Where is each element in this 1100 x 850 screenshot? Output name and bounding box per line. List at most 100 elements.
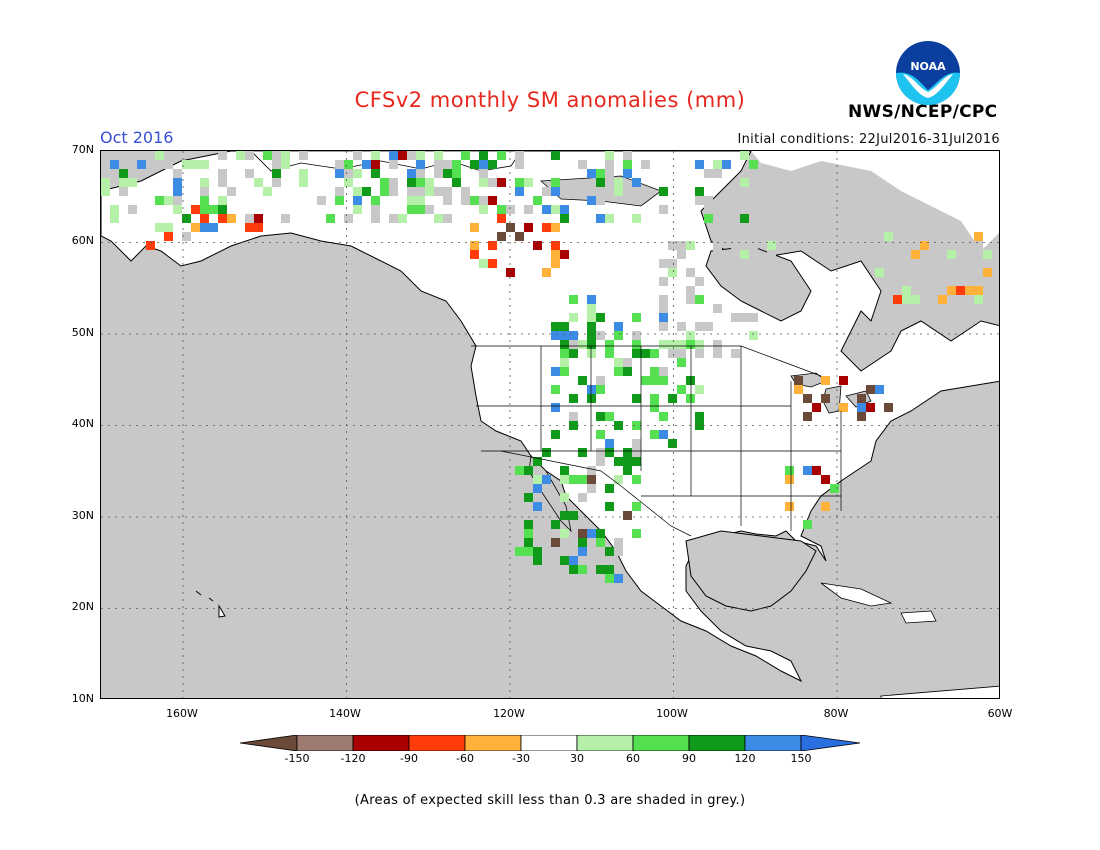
anomaly-cell xyxy=(578,529,587,538)
anomaly-cell xyxy=(695,295,704,304)
anomaly-cell xyxy=(524,178,533,187)
anomaly-cell xyxy=(911,295,920,304)
anomaly-cell xyxy=(686,268,695,277)
anomaly-cell xyxy=(371,151,380,160)
lon-label-160w: 160W xyxy=(166,707,198,720)
anomaly-cell xyxy=(605,340,614,349)
anomaly-cell xyxy=(569,313,578,322)
anomaly-cell xyxy=(596,457,605,466)
colorbar-label: 120 xyxy=(734,752,756,765)
anomaly-cell xyxy=(560,367,569,376)
anomaly-cell xyxy=(749,295,758,304)
graticule xyxy=(101,151,999,698)
anomaly-cell xyxy=(614,322,623,331)
anomaly-cell xyxy=(479,178,488,187)
anomaly-cell xyxy=(101,187,110,196)
anomaly-cell xyxy=(677,250,686,259)
anomaly-cell xyxy=(551,385,560,394)
anomaly-cell xyxy=(749,313,758,322)
anomaly-cell xyxy=(695,196,704,205)
anomaly-cell xyxy=(272,178,281,187)
anomaly-cell xyxy=(569,421,578,430)
anomaly-cell xyxy=(668,439,677,448)
colorbar-swatch xyxy=(632,735,690,751)
anomaly-cell xyxy=(128,151,137,160)
anomaly-cell xyxy=(614,187,623,196)
anomaly-cell xyxy=(101,169,110,178)
anomaly-cell xyxy=(965,268,974,277)
anomaly-cell xyxy=(731,250,740,259)
anomaly-cell xyxy=(560,556,569,565)
anomaly-cell xyxy=(551,403,560,412)
anomaly-cell xyxy=(362,187,371,196)
anomaly-cell xyxy=(974,241,983,250)
anomaly-cell xyxy=(974,268,983,277)
anomaly-cell xyxy=(443,196,452,205)
colorbar xyxy=(240,735,860,751)
anomaly-cell xyxy=(560,340,569,349)
anomaly-cell xyxy=(380,178,389,187)
anomaly-cell xyxy=(371,169,380,178)
anomaly-cell xyxy=(929,241,938,250)
anomaly-cell xyxy=(623,358,632,367)
anomaly-cell xyxy=(686,295,695,304)
anomaly-cell xyxy=(713,160,722,169)
anomaly-cell xyxy=(587,340,596,349)
anomaly-cell xyxy=(911,250,920,259)
anomaly-cell xyxy=(119,178,128,187)
anomaly-cell xyxy=(731,241,740,250)
colorbar-swatch xyxy=(688,735,746,751)
anomaly-cell xyxy=(119,151,128,160)
anomaly-cell xyxy=(560,349,569,358)
anomaly-cell xyxy=(983,268,992,277)
anomaly-cell xyxy=(623,511,632,520)
anomaly-cell xyxy=(281,160,290,169)
anomaly-cell xyxy=(488,241,497,250)
anomaly-cell xyxy=(389,151,398,160)
anomaly-cell xyxy=(281,214,290,223)
anomaly-cell xyxy=(533,502,542,511)
anomaly-cell xyxy=(560,250,569,259)
anomaly-cell xyxy=(650,349,659,358)
anomaly-cell xyxy=(713,250,722,259)
anomaly-cell xyxy=(623,457,632,466)
anomaly-cell xyxy=(713,304,722,313)
anomaly-cell xyxy=(605,151,614,160)
anomaly-cell xyxy=(470,196,479,205)
anomaly-cell xyxy=(947,250,956,259)
anomaly-cell xyxy=(821,502,830,511)
anomaly-cell xyxy=(686,394,695,403)
colorbar-label: 150 xyxy=(790,752,812,765)
anomaly-cell xyxy=(578,565,587,574)
anomaly-cell xyxy=(632,340,641,349)
anomaly-cell xyxy=(353,205,362,214)
anomaly-cell xyxy=(569,556,578,565)
anomaly-cell xyxy=(893,295,902,304)
anomaly-cell xyxy=(380,187,389,196)
anomaly-cell xyxy=(173,169,182,178)
anomaly-cell xyxy=(596,169,605,178)
anomaly-cell xyxy=(605,448,614,457)
anomaly-cell xyxy=(182,160,191,169)
anomaly-cell xyxy=(470,160,479,169)
anomaly-cell xyxy=(398,214,407,223)
colorbar-label: 90 xyxy=(682,752,696,765)
anomaly-cell xyxy=(191,205,200,214)
anomaly-cell xyxy=(551,322,560,331)
anomaly-cell xyxy=(641,349,650,358)
anomaly-cell xyxy=(227,187,236,196)
anomaly-cell xyxy=(164,232,173,241)
anomaly-cell xyxy=(173,187,182,196)
colorbar-swatch xyxy=(352,735,410,751)
anomaly-cell xyxy=(596,412,605,421)
anomaly-cell xyxy=(605,574,614,583)
anomaly-cell xyxy=(506,223,515,232)
anomaly-cell xyxy=(515,187,524,196)
anomaly-cell xyxy=(920,241,929,250)
anomaly-cell xyxy=(128,178,137,187)
anomaly-cell xyxy=(740,196,749,205)
anomaly-cell xyxy=(569,349,578,358)
anomaly-cell xyxy=(596,565,605,574)
anomaly-cell xyxy=(488,259,497,268)
anomaly-cell xyxy=(659,304,668,313)
